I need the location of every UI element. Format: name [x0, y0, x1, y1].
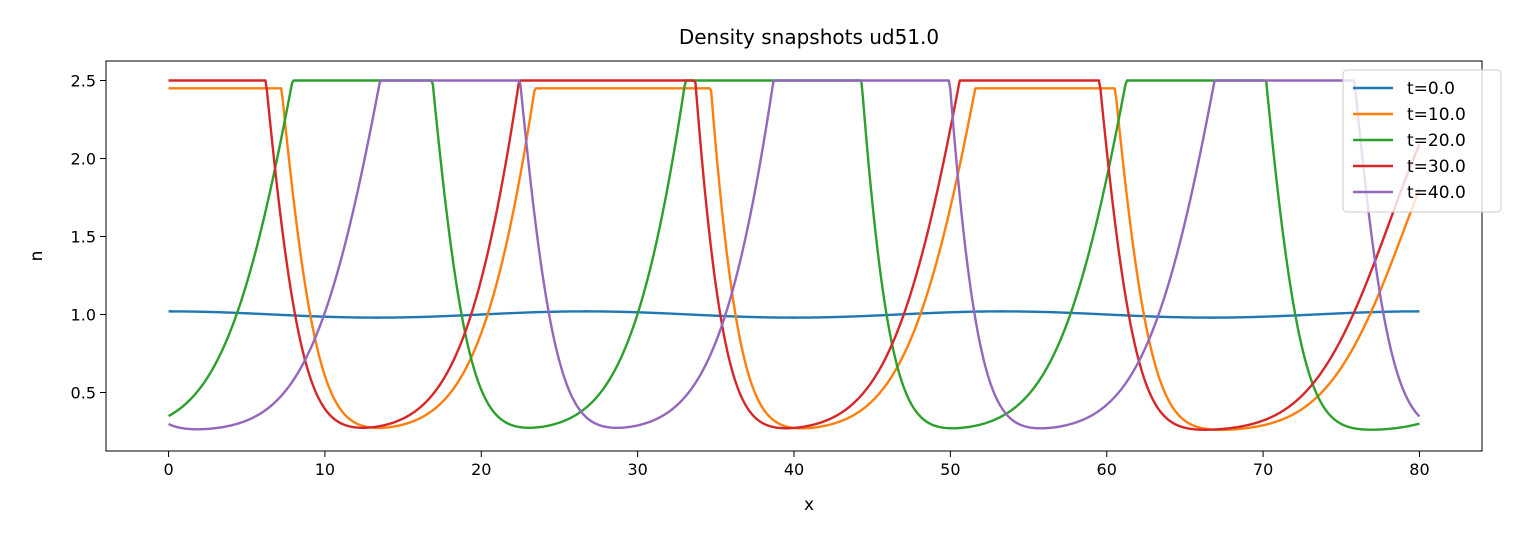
legend-label: t=30.0 — [1407, 157, 1466, 177]
legend-label: t=0.0 — [1407, 79, 1455, 99]
x-axis-label: x — [804, 495, 814, 515]
series-line-3 — [167, 79, 1420, 431]
series-line-4 — [168, 79, 1421, 431]
legend-label: t=20.0 — [1407, 131, 1466, 151]
x-tick-label: 20 — [471, 460, 491, 479]
y-tick-label: 2.0 — [71, 150, 96, 169]
legend-label: t=10.0 — [1407, 105, 1466, 125]
x-tick-label: 40 — [784, 460, 804, 479]
plot-area — [167, 79, 1421, 431]
x-tick-label: 50 — [940, 460, 960, 479]
x-tick-label: 70 — [1253, 460, 1273, 479]
series-line-5 — [168, 79, 1421, 431]
x-tick-label: 60 — [1097, 460, 1117, 479]
y-tick-label: 1.0 — [71, 306, 96, 325]
x-tick-label: 30 — [627, 460, 647, 479]
axes-frame — [105, 60, 1483, 452]
chart-title: Density snapshots ud51.0 — [679, 25, 939, 49]
legend: t=0.0 t=10.0 t=20.0 t=30.0 t=40.0 — [1342, 69, 1502, 213]
legend-box — [1342, 69, 1502, 213]
series-line-1 — [168, 310, 1420, 319]
y-tick-label: 0.5 — [71, 384, 96, 403]
x-tick-label: 10 — [315, 460, 335, 479]
y-tick-label: 2.5 — [71, 72, 96, 91]
legend-label: t=40.0 — [1407, 183, 1466, 203]
y-axis-label: n — [27, 251, 47, 262]
y-axis: 0.5 1.0 1.5 2.0 2.5 — [71, 72, 106, 403]
x-tick-label: 0 — [163, 460, 173, 479]
y-tick-label: 1.5 — [71, 228, 96, 247]
series-line-2 — [168, 87, 1421, 431]
x-axis: 0 10 20 30 40 50 60 70 80 — [163, 451, 1430, 479]
x-tick-label: 80 — [1409, 460, 1429, 479]
